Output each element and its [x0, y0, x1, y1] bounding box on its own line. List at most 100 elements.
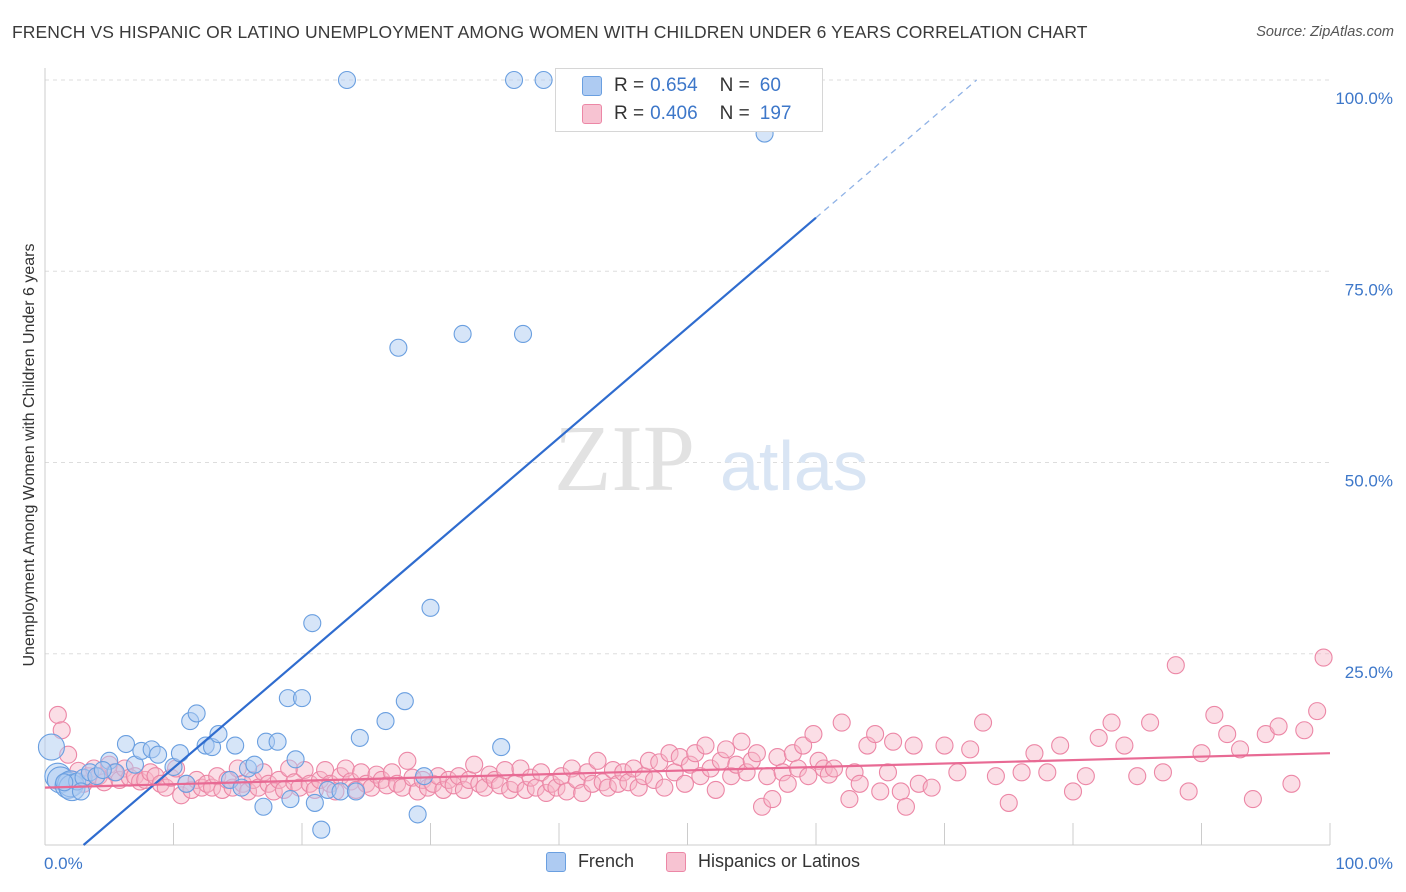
hispanic-point	[316, 760, 335, 780]
french-point	[303, 614, 322, 633]
french-point	[187, 704, 206, 723]
hispanic-point	[537, 783, 556, 803]
hispanic-point	[961, 740, 980, 759]
hispanic-point	[670, 747, 689, 767]
hispanic-point	[454, 780, 473, 799]
hispanic-point	[973, 713, 993, 732]
y-tick-label: 25.0%	[1345, 663, 1393, 682]
french-swatch	[582, 76, 602, 96]
french-point	[376, 712, 395, 731]
hispanic-point	[824, 759, 844, 778]
hispanic-point	[891, 782, 910, 801]
series-legend: French Hispanics or Latinos	[0, 851, 1406, 872]
r-value: 0.654	[650, 75, 698, 96]
grid-lines	[45, 79, 1330, 655]
x-tick-label: 100.0%	[1335, 854, 1393, 873]
hispanic-point	[655, 778, 674, 797]
tick-labels: 25.0% 50.0% 75.0% 100.0% 0.0% 100.0%	[44, 89, 1393, 873]
french-point	[346, 782, 366, 801]
hispanic-point	[660, 744, 679, 763]
hispanic-point	[691, 767, 710, 786]
hispanic-point	[706, 780, 725, 799]
french-trend-line	[82, 216, 817, 846]
hispanic-point	[884, 732, 903, 751]
hispanic-point	[434, 780, 453, 799]
hispanic-point	[573, 783, 592, 803]
hispanic-point	[1308, 702, 1327, 721]
r-label: R =	[614, 75, 645, 96]
hispanic-point	[619, 773, 638, 792]
hispanic-point	[598, 778, 617, 797]
hispanic-point	[840, 790, 859, 809]
hispanic-point	[716, 740, 736, 759]
french-point	[421, 598, 440, 617]
n-value: 60	[759, 75, 781, 96]
hispanic-point	[794, 736, 813, 755]
hispanic-point	[804, 725, 823, 744]
french-point	[312, 820, 331, 839]
hispanic-point	[845, 763, 864, 782]
french-point	[149, 745, 168, 764]
hispanic-point	[922, 778, 941, 797]
hispanic-point	[1269, 717, 1288, 736]
n-label: N =	[719, 75, 750, 96]
french-point	[170, 744, 189, 763]
n-value: 197	[759, 103, 792, 124]
hispanic-point	[1141, 713, 1160, 732]
hispanic-point	[696, 736, 715, 755]
french-point	[116, 734, 136, 754]
hispanic-point	[629, 778, 648, 797]
hispanic-point	[999, 793, 1018, 812]
hispanic-point	[1231, 740, 1250, 759]
hispanic-point	[896, 797, 916, 816]
french-point	[254, 797, 273, 816]
hispanic-point	[904, 736, 923, 755]
hispanic-point	[1153, 763, 1172, 782]
hispanic-point	[752, 797, 772, 816]
legend-label-french: French	[577, 851, 634, 871]
hispanic-point	[986, 767, 1005, 786]
french-point	[268, 732, 287, 751]
hispanic-point	[850, 774, 869, 793]
hispanic-trend-line	[44, 752, 1331, 789]
hispanic-point	[935, 736, 954, 755]
french-point	[209, 725, 228, 744]
n-label: N =	[719, 103, 750, 124]
hispanic-legend-swatch	[665, 851, 686, 872]
hispanic-point	[1102, 713, 1121, 732]
french-point	[245, 755, 264, 774]
hispanic-point	[871, 782, 890, 801]
hispanic-point	[768, 747, 787, 767]
hispanic-point	[531, 763, 551, 782]
hispanic-point	[269, 770, 288, 790]
french-point	[226, 736, 245, 755]
stats-legend: R = 0.654 N = 60 R = 0.406 N = 197	[555, 68, 823, 132]
y-tick-label: 100.0%	[1335, 89, 1393, 108]
hispanic-point	[372, 770, 391, 790]
hispanic-point	[398, 751, 417, 770]
french-point	[453, 324, 472, 344]
x-tick-label: 0.0%	[44, 854, 83, 873]
hispanic-point	[686, 744, 705, 763]
hispanic-point	[878, 763, 898, 782]
french-point	[504, 70, 524, 90]
stats-legend-row-hispanic: R = 0.406 N = 197	[582, 101, 791, 127]
hispanic-point	[832, 713, 851, 732]
hispanic-point	[1205, 705, 1224, 725]
source-label: Source: ZipAtlas.com	[1256, 24, 1394, 40]
watermark-atlas: atlas	[720, 427, 868, 505]
hispanic-swatch	[582, 104, 602, 124]
french-point	[415, 767, 434, 786]
legend-item-hispanic[interactable]: Hispanics or Latinos	[665, 851, 860, 872]
hispanic-point	[681, 755, 700, 774]
legend-item-french[interactable]: French	[545, 851, 634, 872]
french-point	[534, 70, 553, 90]
hispanic-point	[799, 767, 818, 786]
hispanic-point	[1128, 767, 1147, 786]
french-point	[292, 689, 312, 708]
hispanic-point	[675, 774, 694, 793]
trend-lines	[44, 79, 1331, 846]
french-point	[37, 733, 65, 761]
french-point	[395, 692, 414, 711]
hispanic-point	[1166, 656, 1185, 675]
